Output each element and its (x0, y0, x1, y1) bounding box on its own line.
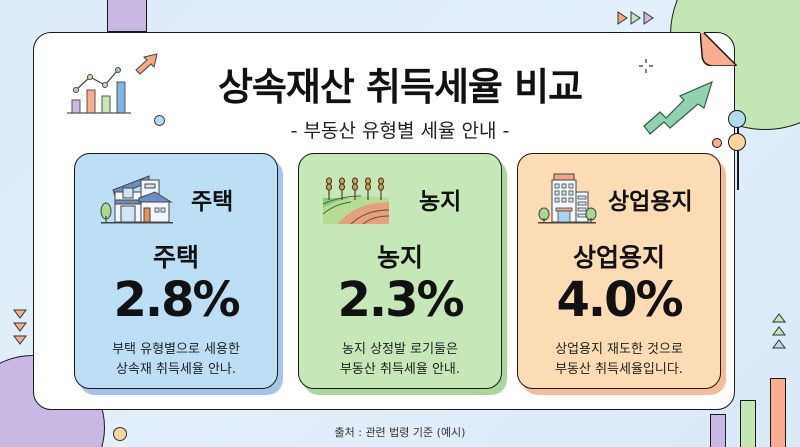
card-house: 주택 주택 2.8% 부택 유형별으로 세용한 상속재 취득세율 안나. (74, 153, 278, 389)
decor-dot-yellow (113, 427, 127, 441)
decor-bar-purple (710, 414, 726, 447)
card-header: 농지 (299, 168, 501, 228)
card-desc-line: 농지 상정발 로기둘은 (342, 342, 458, 357)
card-head-label: 상업용지 (608, 189, 693, 215)
card-desc-line: 부동산 취득세율입니다. (555, 362, 683, 377)
card-name: 상업용지 (572, 243, 665, 272)
decor-bar-green (740, 400, 756, 447)
decor-dot-blue-small (154, 115, 165, 126)
sparkle-icon (639, 59, 653, 73)
arrow-up-right-icon (135, 53, 158, 75)
decor-dot-orange (712, 138, 722, 148)
decor-dot-blue (728, 110, 746, 128)
card-head-label: 농지 (419, 189, 462, 215)
card-description: 부택 유형별으로 세용한 상속재 취득세율 안나. (75, 340, 277, 380)
farmland-icon (322, 177, 390, 225)
card-desc-line: 상속재 취득세율 안나. (115, 362, 237, 377)
page-title: 상속재산 취득세율 비교 (217, 65, 583, 109)
page-fold-icon (700, 30, 737, 66)
up-triangles-icon (772, 313, 786, 349)
decor-bar-orange (770, 378, 786, 447)
decor-dot-yellow-2 (728, 133, 746, 151)
card-desc-line: 상업용지 재도한 것으로 (555, 342, 683, 357)
trend-up-arrow-icon (643, 80, 713, 135)
source-note: 출처 : 관련 법령 기준 (예시) (334, 426, 466, 439)
card-header: 상업용지 (518, 168, 720, 228)
card-rate: 2.8% (113, 272, 240, 328)
office-building-icon (538, 173, 597, 224)
card-name: 농지 (376, 243, 423, 272)
card-desc-line: 부택 유형별으로 세용한 (112, 342, 240, 357)
card-desc-line: 부동산 취득세율 안내. (339, 362, 461, 377)
card-farmland: 농지 농지 2.3% 농지 상정발 로기둘은 부동산 취득세율 안내. (298, 153, 502, 389)
decor-purple-bar (107, 0, 147, 32)
card-rate: 4.0% (556, 272, 683, 328)
down-triangles-icon (13, 309, 27, 345)
page-subtitle: - 부동산 유형별 세율 안내 - (290, 120, 510, 142)
card-header: 주택 (75, 168, 277, 228)
card-head-label: 주택 (191, 189, 234, 215)
bar-chart-icon (67, 67, 131, 114)
card-rate: 2.3% (337, 272, 464, 328)
card-name: 주택 (152, 243, 199, 272)
card-description: 상업용지 재도한 것으로 부동산 취득세율입니다. (518, 340, 720, 380)
house-icon (100, 175, 173, 224)
triangle-arrows-icon (617, 11, 654, 25)
card-commercial: 상업용지 상업용지 4.0% 상업용지 재도한 것으로 부동산 취득세율입니다. (517, 153, 721, 389)
card-description: 농지 상정발 로기둘은 부동산 취득세율 안내. (299, 340, 501, 380)
